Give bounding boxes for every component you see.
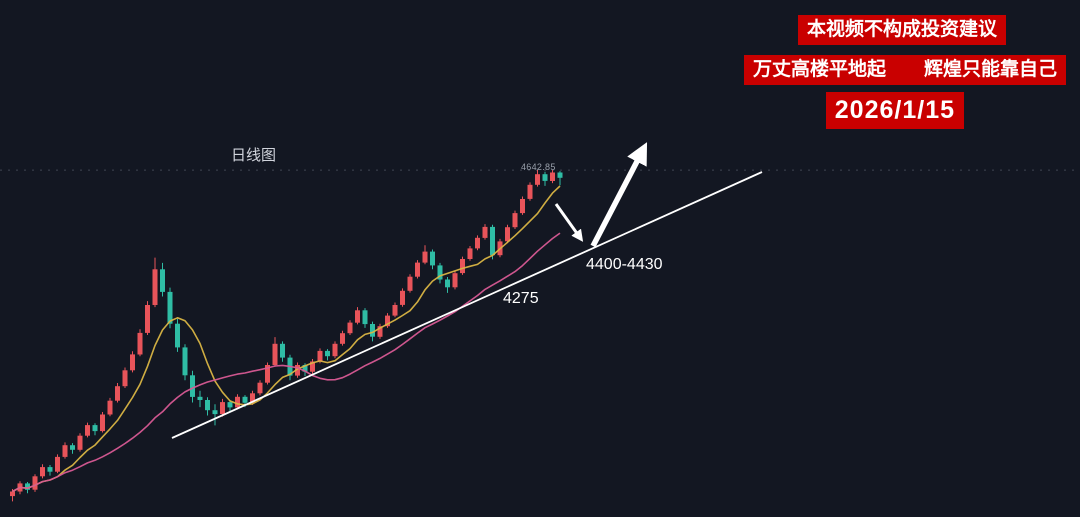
date-banner: 2026/1/15	[825, 92, 964, 130]
trendline	[171, 171, 763, 439]
candlestick-series	[10, 170, 563, 502]
chart-timeframe-label: 日线图	[231, 147, 277, 164]
slogan-banner: 万丈高楼平地起 辉煌只能靠自己	[743, 55, 1066, 85]
ma-7-line	[12, 185, 561, 493]
high-price-label: 4642.85	[521, 162, 556, 172]
disclaimer-banner: 本视频不构成投资建议	[797, 15, 1006, 45]
breakout-arrow	[590, 142, 648, 248]
pullback-arrow	[554, 203, 584, 242]
support-zone-label: 4400-4430	[586, 256, 663, 273]
ma-21-line	[12, 232, 561, 493]
trendline-price-label: 4275	[503, 290, 539, 307]
